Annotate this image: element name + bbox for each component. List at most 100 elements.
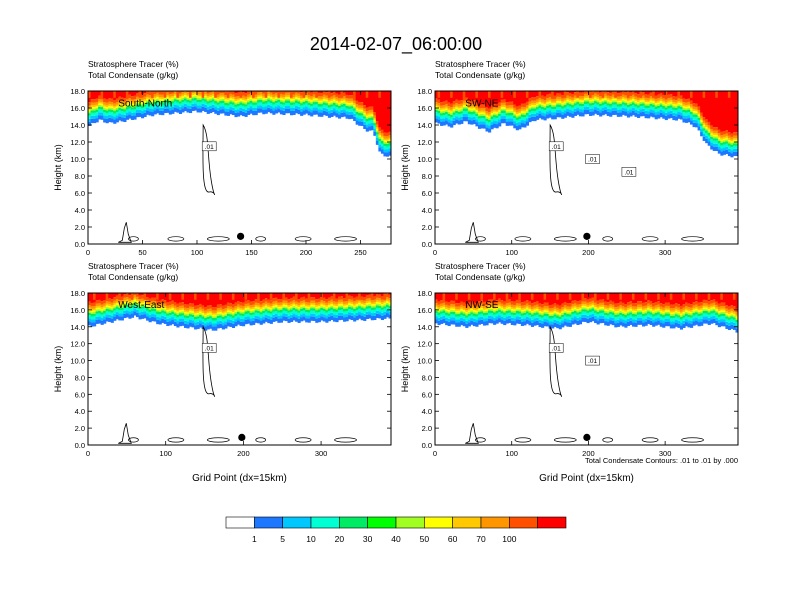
tracer-cell	[368, 123, 372, 127]
tracer-cell	[505, 309, 509, 311]
tracer-cell	[652, 306, 656, 310]
tracer-cell	[128, 295, 132, 299]
tracer-cell	[702, 124, 706, 127]
tracer-cell	[563, 110, 567, 114]
tracer-cell	[146, 98, 150, 101]
tracer-cell	[452, 117, 456, 121]
tracer-cell	[616, 322, 620, 327]
tracer-cell	[353, 110, 357, 114]
tracer-cell	[343, 91, 347, 93]
tracer-cell	[330, 104, 334, 107]
tracer-cell	[158, 94, 162, 98]
tracer-cell	[435, 293, 439, 300]
tracer-cell	[568, 93, 572, 97]
tracer-cell	[287, 95, 291, 98]
tracer-cell	[282, 293, 286, 300]
tracer-cell	[692, 114, 696, 117]
tracer-cell	[120, 316, 124, 321]
tracer-cell	[591, 99, 595, 102]
tracer-cell	[707, 310, 711, 313]
tracer-cell	[113, 316, 117, 321]
tracer-cell	[189, 100, 193, 103]
tracer-cell	[682, 115, 686, 119]
tracer-cell	[551, 310, 555, 313]
tracer-cell	[475, 122, 479, 127]
tracer-cell	[485, 310, 489, 313]
tracer-cell	[664, 96, 668, 100]
tracer-cell	[153, 110, 157, 115]
tracer-cell	[196, 91, 200, 93]
tracer-cell	[196, 311, 200, 313]
tracer-cell	[327, 297, 331, 301]
tracer-cell	[125, 310, 129, 314]
tracer-cell	[452, 308, 456, 311]
tracer-cell	[322, 297, 326, 302]
tracer-cell	[551, 315, 555, 319]
tracer-cell	[498, 113, 502, 117]
tracer-cell	[664, 109, 668, 113]
tracer-cell	[594, 306, 598, 309]
tracer-cell	[659, 322, 663, 327]
tracer-cell	[305, 318, 309, 323]
tracer-cell	[239, 318, 243, 322]
tracer-cell	[679, 309, 684, 312]
tracer-cell	[348, 309, 352, 313]
tracer-cell	[611, 110, 615, 115]
tracer-cell	[679, 293, 684, 306]
tracer-cell	[677, 323, 681, 328]
tracer-cell	[697, 313, 701, 317]
tracer-cell	[98, 310, 102, 314]
tracer-cell	[312, 102, 316, 105]
tracer-cell	[649, 96, 653, 99]
tracer-cell	[307, 304, 311, 307]
tracer-cell	[204, 312, 208, 315]
tracer-cell	[619, 315, 623, 319]
tracer-cell	[700, 302, 704, 306]
tracer-cell	[644, 91, 648, 95]
tracer-cell	[672, 115, 676, 121]
tracer-cell	[209, 316, 213, 319]
tracer-cell	[581, 98, 585, 101]
tracer-cell	[138, 106, 142, 110]
tracer-cell	[687, 115, 691, 119]
tracer-cell	[176, 307, 180, 310]
tracer-cell	[647, 309, 651, 312]
tracer-cell	[378, 144, 382, 148]
tracer-cell	[310, 91, 314, 93]
tracer-cell	[440, 121, 444, 126]
tracer-cell	[604, 99, 608, 102]
tracer-cell	[457, 117, 461, 121]
tracer-cell	[634, 96, 638, 100]
tracer-cell	[186, 315, 190, 319]
tracer-cell	[300, 306, 304, 309]
tracer-cell	[234, 308, 238, 311]
tracer-cell	[249, 305, 253, 308]
tracer-cell	[216, 293, 220, 305]
tracer-cell	[631, 94, 636, 98]
tracer-cell	[353, 91, 357, 98]
tracer-cell	[368, 304, 372, 306]
tracer-cell	[287, 100, 291, 104]
tracer-cell	[153, 98, 157, 100]
tracer-cell	[538, 306, 542, 310]
tracer-cell	[236, 314, 241, 318]
tracer-cell	[158, 314, 162, 318]
tracer-cell	[156, 311, 160, 315]
tracer-cell	[649, 301, 653, 305]
tracer-cell	[480, 124, 484, 129]
tracer-cell	[596, 320, 600, 325]
tracer-cell	[274, 303, 278, 306]
tracer-cell	[234, 322, 238, 327]
tracer-cell	[654, 109, 658, 113]
tracer-cell	[236, 96, 241, 99]
tracer-cell	[568, 316, 572, 320]
tracer-cell	[573, 303, 577, 306]
x-tick-label: 150	[245, 248, 258, 257]
tracer-cell	[583, 110, 588, 115]
tracer-cell	[355, 304, 359, 306]
tracer-cell	[435, 305, 439, 308]
tracer-cell	[161, 299, 165, 303]
tracer-cell	[667, 310, 671, 312]
tracer-cell	[224, 321, 228, 325]
tracer-cell	[257, 313, 261, 317]
